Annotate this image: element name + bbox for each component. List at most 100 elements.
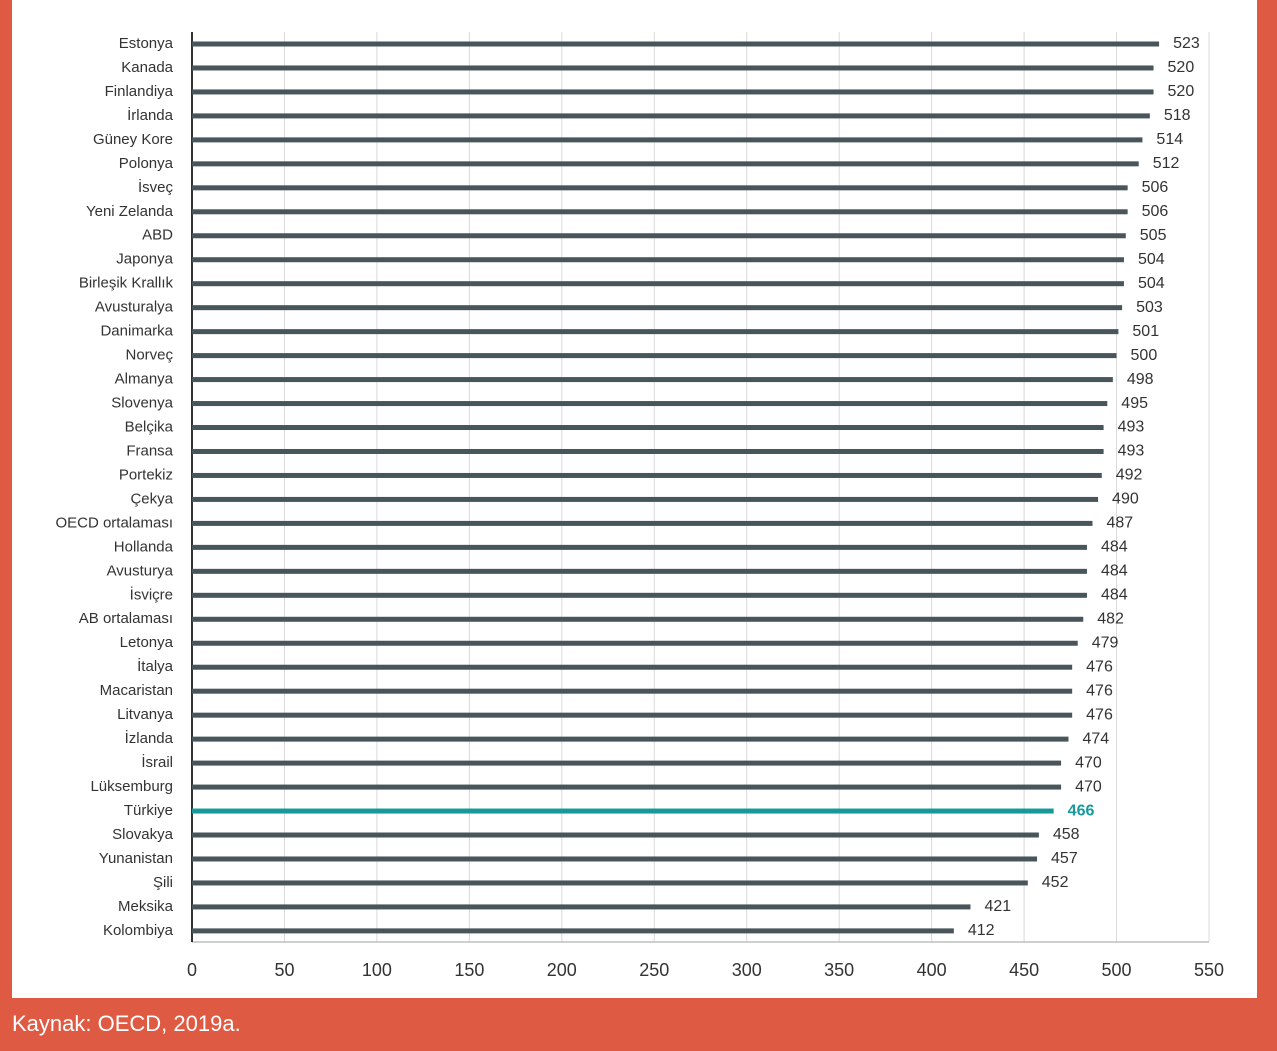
x-tick-label: 150	[454, 960, 484, 980]
value-label: 479	[1092, 634, 1119, 651]
bar	[192, 281, 1124, 287]
value-label: 474	[1082, 730, 1109, 747]
y-tick-label: Litvanya	[117, 706, 174, 723]
y-tick-label: Türkiye	[124, 802, 173, 819]
y-tick-label: Fransa	[126, 442, 173, 459]
value-label: 503	[1136, 299, 1163, 316]
y-tick-label: Avusturya	[107, 562, 174, 579]
y-tick-label: İsveç	[138, 178, 174, 196]
x-tick-label: 100	[362, 960, 392, 980]
y-tick-label: Japonya	[116, 251, 173, 268]
y-tick-label: Polonya	[119, 155, 174, 172]
y-tick-label: Letonya	[120, 634, 174, 651]
y-tick-label: İtalya	[137, 657, 174, 675]
value-label: 506	[1142, 203, 1169, 220]
y-tick-label: Meksika	[118, 898, 174, 915]
value-label: 501	[1132, 323, 1159, 340]
value-label: 412	[968, 922, 995, 939]
bar	[192, 784, 1062, 790]
value-label: 500	[1131, 347, 1158, 364]
y-tick-label: ABD	[142, 227, 173, 244]
y-tick-label: Belçika	[125, 418, 174, 435]
x-tick-label: 250	[639, 960, 669, 980]
bar	[192, 616, 1084, 622]
bar	[192, 832, 1039, 838]
bar	[192, 760, 1062, 766]
bar	[192, 257, 1124, 263]
bar	[192, 233, 1126, 239]
bar	[192, 65, 1154, 71]
y-tick-label: Kolombiya	[103, 922, 174, 939]
value-label: 457	[1051, 850, 1078, 867]
x-tick-label: 400	[917, 960, 947, 980]
y-tick-label: AB ortalaması	[79, 610, 173, 627]
bar	[192, 113, 1150, 119]
y-tick-label: Estonya	[119, 35, 174, 52]
bar	[192, 89, 1154, 95]
value-label: 523	[1173, 35, 1200, 52]
y-tick-label: Finlandiya	[105, 83, 174, 100]
bar	[192, 904, 971, 910]
bar	[192, 305, 1123, 311]
bar	[192, 928, 954, 934]
value-label: 514	[1156, 131, 1183, 148]
bar	[192, 137, 1143, 143]
value-label: 476	[1086, 706, 1113, 723]
value-label: 504	[1138, 251, 1165, 268]
value-label: 495	[1121, 395, 1148, 412]
bar	[192, 688, 1073, 694]
value-label: 498	[1127, 371, 1154, 388]
value-label: 484	[1101, 539, 1128, 556]
value-label: 482	[1097, 610, 1124, 627]
value-label: 493	[1118, 419, 1145, 436]
x-tick-label: 0	[187, 960, 197, 980]
bar	[192, 856, 1038, 862]
y-tick-label: Birleşik Krallık	[79, 275, 174, 292]
bar	[192, 568, 1087, 574]
y-tick-label: Portekiz	[119, 466, 173, 483]
value-label: 492	[1116, 467, 1143, 484]
value-label: 518	[1164, 107, 1191, 124]
bar	[192, 209, 1128, 215]
bar	[192, 377, 1113, 383]
y-tick-label: Şili	[153, 874, 173, 891]
y-tick-label: Slovakya	[112, 826, 174, 843]
bar	[192, 185, 1128, 191]
x-tick-label: 550	[1194, 960, 1224, 980]
value-label: 452	[1042, 874, 1069, 891]
bar	[192, 664, 1073, 670]
value-label: 512	[1153, 155, 1180, 172]
y-tick-label: Macaristan	[100, 682, 173, 699]
value-label: 484	[1101, 563, 1128, 580]
bar	[192, 880, 1028, 886]
value-label: 484	[1101, 587, 1128, 604]
value-label: 476	[1086, 658, 1113, 675]
bar	[192, 472, 1102, 478]
value-label: 421	[984, 898, 1011, 915]
bar	[192, 448, 1104, 454]
value-label: 520	[1168, 83, 1195, 100]
value-label: 470	[1075, 778, 1102, 795]
value-label: 487	[1107, 515, 1134, 532]
y-tick-label: Danimarka	[100, 323, 173, 340]
y-tick-label: Hollanda	[114, 538, 174, 555]
bar	[192, 736, 1069, 742]
value-label: 476	[1086, 682, 1113, 699]
bar	[192, 353, 1117, 359]
value-label: 458	[1053, 826, 1080, 843]
y-tick-label: Çekya	[130, 490, 173, 507]
bar	[192, 401, 1108, 407]
x-tick-label: 450	[1009, 960, 1039, 980]
y-tick-label: Yunanistan	[99, 850, 173, 867]
y-tick-label: İsrail	[141, 753, 173, 771]
bar	[192, 425, 1104, 431]
x-tick-label: 50	[274, 960, 294, 980]
x-tick-label: 200	[547, 960, 577, 980]
value-label: 466	[1068, 802, 1095, 819]
value-label: 520	[1168, 59, 1195, 76]
x-tick-label: 500	[1102, 960, 1132, 980]
y-tick-label: Slovenya	[111, 395, 173, 412]
bar	[192, 808, 1054, 814]
x-tick-label: 300	[732, 960, 762, 980]
